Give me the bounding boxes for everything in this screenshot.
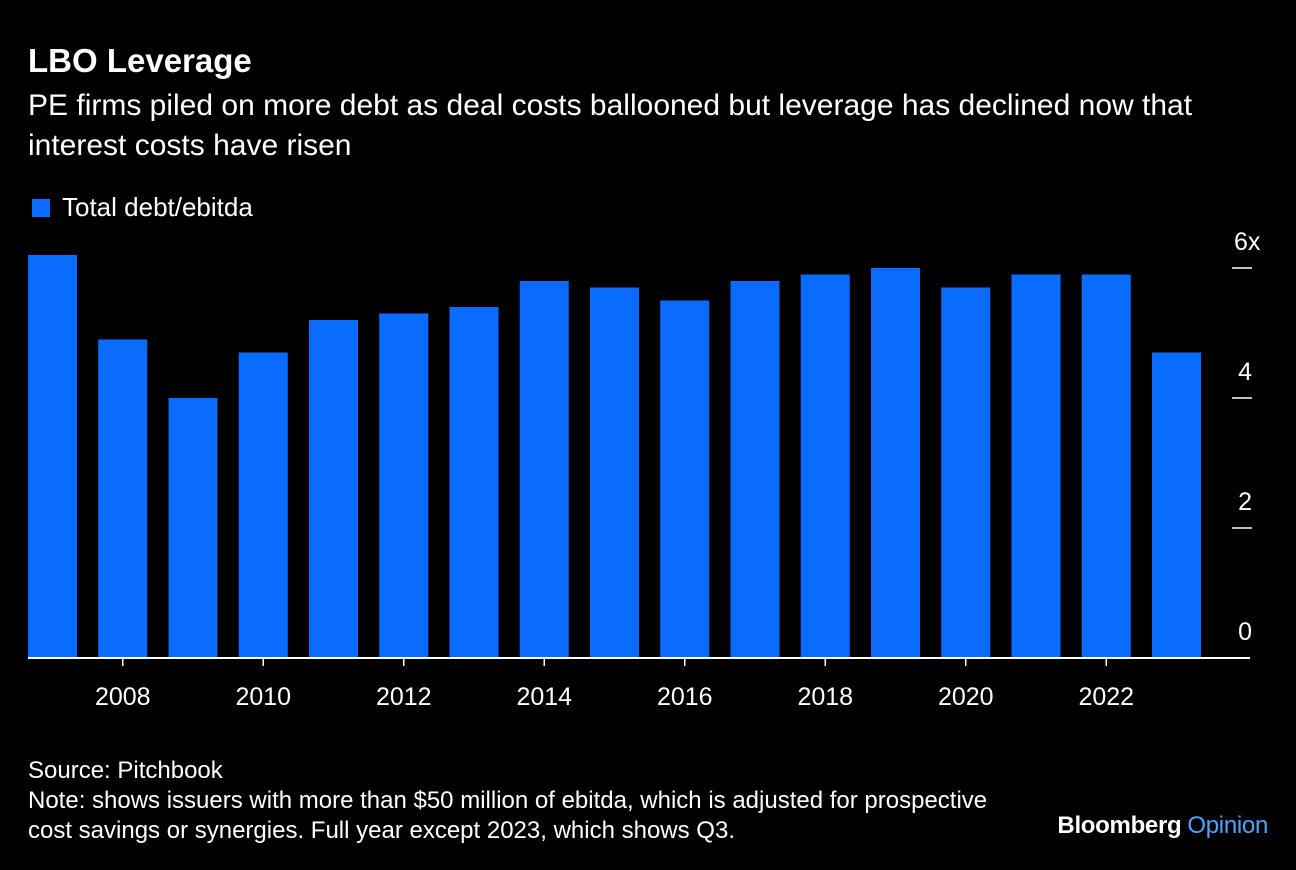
logo-section: Opinion: [1187, 812, 1268, 839]
legend-swatch: [32, 198, 50, 217]
bar-2007: [28, 255, 77, 658]
footer: Source: Pitchbook Note: shows issuers wi…: [28, 756, 1028, 846]
legend-label: Total debt/ebitda: [62, 192, 253, 222]
bar-2019: [871, 268, 920, 658]
bar-2015: [590, 287, 639, 658]
y-tick-label-6: 6x: [1234, 228, 1261, 256]
x-tick-label-2016: 2016: [657, 683, 713, 711]
bar-2023: [1152, 352, 1201, 658]
bar-2018: [800, 274, 850, 658]
bar-chart: 2008 2010 2012 2014 2016 2018 2020 2022 0 2 4 6x: [28, 228, 1261, 711]
bar-2017: [730, 281, 780, 658]
y-tick-label-4: 4: [1238, 358, 1252, 386]
bar-2022: [1081, 274, 1131, 658]
y-tick-label-0: 0: [1238, 618, 1252, 646]
y-tick-label-2: 2: [1238, 488, 1252, 516]
bar-2014: [519, 281, 569, 658]
bar-2016: [660, 300, 710, 658]
bar-2012: [379, 313, 429, 658]
bar-2008: [98, 339, 148, 658]
chart-title: LBO Leverage: [28, 42, 252, 79]
x-tick-label-2020: 2020: [938, 683, 994, 711]
x-tick-label-2022: 2022: [1078, 683, 1134, 711]
chart-subtitle: PE firms piled on more debt as deal cost…: [28, 89, 1193, 162]
source-text: Source: Pitchbook: [28, 757, 223, 784]
legend: Total debt/ebitda: [32, 192, 253, 223]
bloomberg-opinion-logo: Bloomberg Opinion: [1057, 812, 1268, 840]
bar-2013: [449, 307, 499, 658]
bar-2009: [168, 398, 218, 658]
x-tick-label-2014: 2014: [516, 683, 572, 711]
logo-brand: Bloomberg: [1057, 812, 1182, 839]
bar-2011: [309, 320, 358, 658]
x-tick-label-2012: 2012: [376, 683, 432, 711]
bar-2020: [941, 287, 991, 658]
x-tick-label-2010: 2010: [235, 683, 291, 711]
x-tick-label-2008: 2008: [95, 683, 151, 711]
bar-2021: [1011, 274, 1061, 658]
note-text: Note: shows issuers with more than $50 m…: [28, 787, 988, 844]
bar-2010: [238, 352, 288, 658]
x-tick-label-2018: 2018: [797, 683, 853, 711]
